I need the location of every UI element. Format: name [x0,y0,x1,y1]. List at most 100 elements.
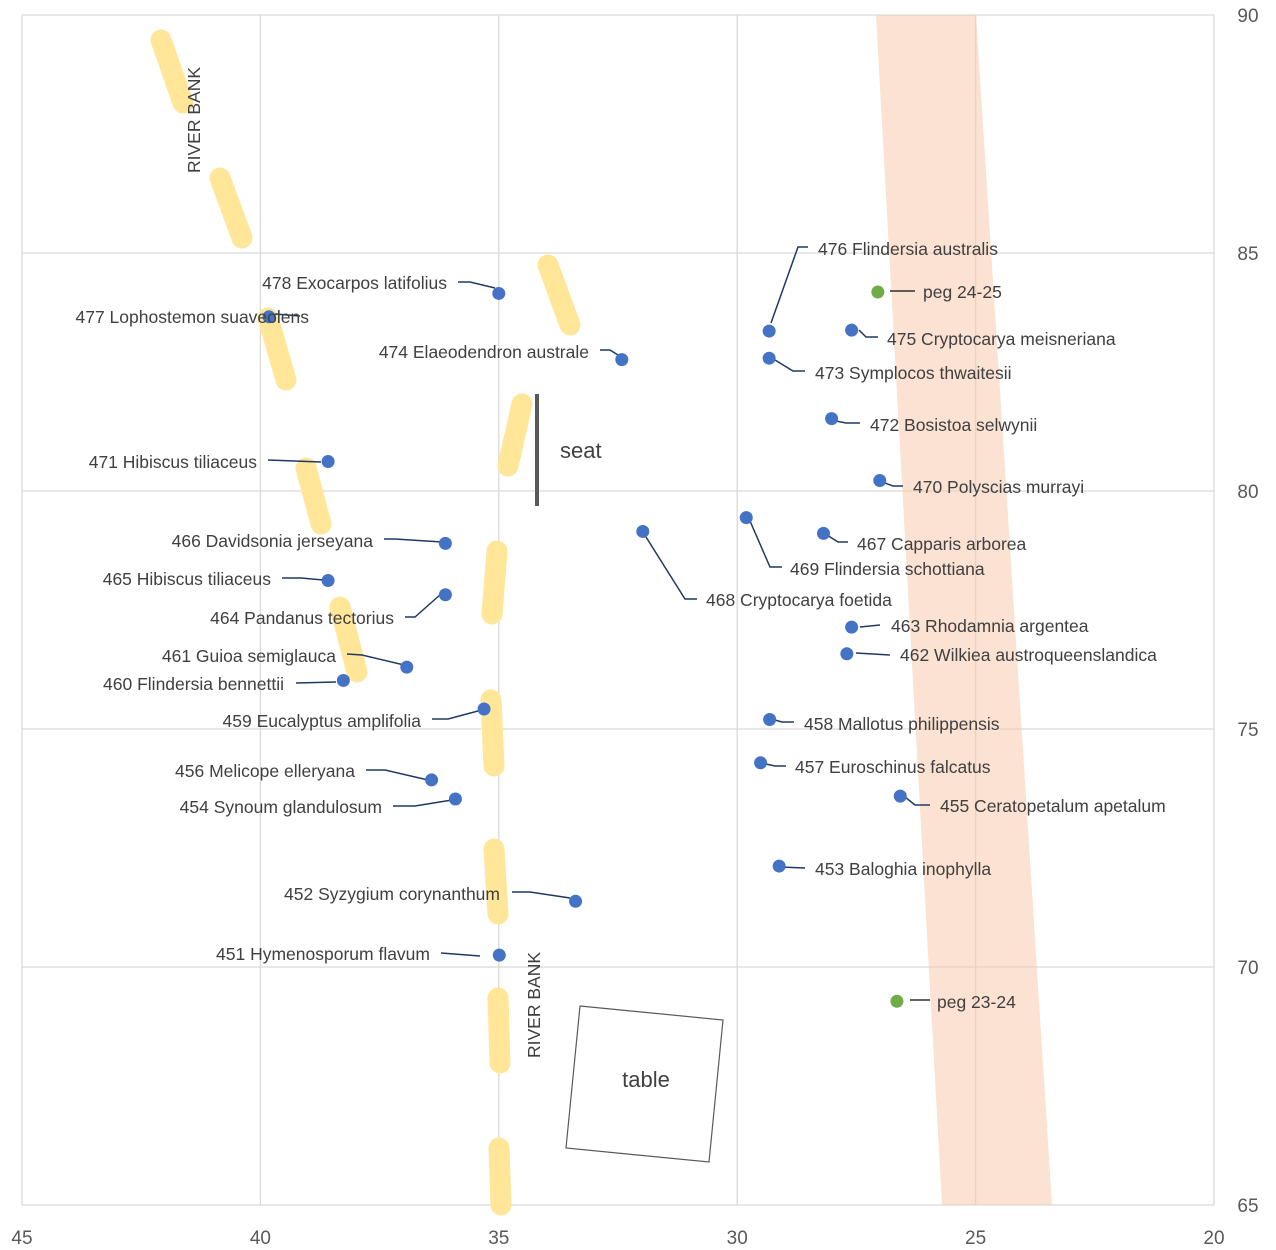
tree-points [262,286,907,962]
tree-point [425,773,439,787]
tree-point [817,526,831,540]
x-tick-label: 20 [1203,1228,1224,1249]
tree-label: 460 Flindersia bennettii [103,674,284,694]
leader-line [346,653,405,666]
leader-lines [267,246,930,1001]
tree-label: 473 Symplocos thwaitesii [815,363,1011,383]
tree-label: 468 Cryptocarya foetida [706,590,892,610]
tree-point [636,524,650,538]
y-tick-label: 65 [1237,1196,1258,1217]
leader-line [884,482,903,487]
tree-point [400,660,414,674]
tree-point [840,647,854,661]
peg-points [871,285,904,1008]
leader-line [295,681,337,684]
seat-label: seat [560,438,602,463]
tree-label: 454 Synoum glandulosum [180,797,382,817]
leader-line [366,769,429,781]
river-bank-dash [257,307,297,391]
tree-point [438,588,452,602]
y-tick-label: 80 [1237,482,1258,503]
leader-line [282,577,324,581]
leader-line [393,799,453,807]
tree-label: 461 Guioa semiglauca [162,646,336,666]
tree-point [873,474,887,488]
leader-line [858,329,878,338]
tree-point [477,702,491,716]
leader-line [835,420,860,424]
tree-point [763,712,777,726]
tree-label: 466 Davidsonia jerseyana [172,531,374,551]
river-bank-label: RIVER BANK [524,952,544,1058]
tree-point [845,323,859,337]
leader-line [405,593,442,618]
leader-line [749,520,782,568]
y-tick-label: 70 [1237,958,1258,979]
tree-label: 472 Bosistoa selwynii [870,415,1037,435]
tree-point [845,620,859,634]
tree-label: 453 Baloghia inophylla [815,859,991,879]
river-bank-dash [537,254,581,336]
river-bank-dash [480,689,505,777]
tree-label: 475 Cryptocarya meisneriana [887,329,1116,349]
tree-label: 477 Lophostemon suaveolens [75,307,309,327]
x-tick-label: 25 [965,1228,986,1249]
leader-line [512,891,571,899]
leader-line [274,313,301,317]
river-bank-dash [329,596,368,683]
leader-line [774,359,805,372]
y-tick-label: 75 [1237,720,1258,741]
leader-line [774,719,794,723]
x-tick-label: 40 [250,1228,271,1249]
y-tick-label: 85 [1237,244,1258,265]
leader-line [600,349,619,356]
tree-label: 474 Elaeodendron australe [379,342,589,362]
tree-point [772,859,786,873]
tree-label: 458 Mallotus philippensis [804,714,1000,734]
tree-label: 452 Syzygium corynanthum [284,884,500,904]
leader-line [458,281,496,289]
x-tick-label: 35 [488,1228,509,1249]
tree-label: 471 Hibiscus tiliaceus [89,452,258,472]
tree-label: 465 Hibiscus tiliaceus [103,569,272,589]
x-tick-label: 30 [727,1228,748,1249]
river-bank-dash [209,167,253,249]
tree-label: 463 Rhodamnia argentea [891,616,1089,636]
tree-point [569,894,583,908]
tree-label: 462 Wilkiea austroqueenslandica [900,645,1157,665]
tree-label: 467 Capparis arborea [857,534,1027,554]
tree-label: 457 Euroschinus falcatus [795,757,991,777]
data-points [262,285,907,1008]
tree-label: 456 Melicope elleryana [175,761,355,781]
leader-line [859,624,881,628]
leader-line [267,459,322,463]
leader-line [855,652,891,656]
x-tick-label: 45 [11,1228,32,1249]
river-bank-dash [295,457,332,535]
tree-point [492,286,506,300]
tree-point [321,573,335,587]
river-bank-dash [483,838,509,925]
y-tick-label: 90 [1237,6,1258,27]
point-labels: 451 Hymenosporum flavum 452 Syzygium cory… [75,239,1165,1012]
tree-point [762,324,776,338]
tree-point [762,351,776,365]
river-bank-dash [487,987,511,1074]
tree-point [739,511,753,525]
peg-label: peg 23-24 [937,992,1016,1012]
leader-line [645,536,697,600]
table-label: table [622,1067,670,1092]
river-bank-dash [481,540,508,625]
tree-point [825,412,839,426]
tree-label: 455 Ceratopetalum apetalum [940,796,1166,816]
axis-ticks: 45 40 35 30 25 20 65 70 75 80 85 90 [11,6,1258,1249]
river-bank-label: RIVER BANK [184,67,204,173]
tree-point [615,353,629,367]
leader-line [432,710,479,720]
tree-point [754,756,768,770]
tree-point [336,673,350,687]
leader-line [904,796,930,806]
tree-label: 476 Flindersia australis [818,239,998,259]
map-features: RIVER BANK RIVER BANK seat table [150,15,1052,1216]
